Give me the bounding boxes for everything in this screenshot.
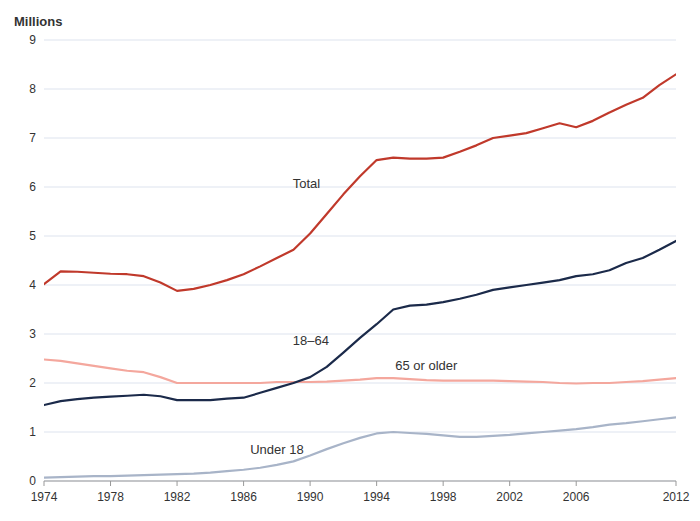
- x-tick: [110, 481, 111, 486]
- series-line: [44, 74, 676, 291]
- y-tick-label: 2: [29, 376, 36, 390]
- grid-line: [44, 40, 676, 41]
- series-line: [44, 359, 676, 383]
- x-tick-label: 1990: [297, 490, 324, 504]
- x-tick-label: 1978: [97, 490, 124, 504]
- x-tick: [310, 481, 311, 486]
- grid-line: [44, 285, 676, 286]
- x-tick: [243, 481, 244, 486]
- grid-line: [44, 334, 676, 335]
- x-tick-label: 2012: [663, 490, 690, 504]
- x-tick: [44, 481, 45, 486]
- grid-line: [44, 481, 676, 482]
- grid-line: [44, 89, 676, 90]
- lines: [44, 74, 676, 477]
- x-tick-label: 2006: [563, 490, 590, 504]
- x-tick: [576, 481, 577, 486]
- grid-line: [44, 138, 676, 139]
- x-tick: [376, 481, 377, 486]
- x-tick-label: 2002: [496, 490, 523, 504]
- y-grid: 0 1 2 3 4 5 6 7 8 9: [29, 33, 676, 488]
- y-tick-label: 7: [29, 131, 36, 145]
- y-tick-label: 6: [29, 180, 36, 194]
- x-axis-line: [44, 481, 676, 482]
- x-tick: [443, 481, 444, 486]
- y-tick-label: 8: [29, 82, 36, 96]
- y-tick-label: 9: [29, 33, 36, 47]
- y-tick-label: 3: [29, 327, 36, 341]
- line-label: 65 or older: [395, 358, 458, 373]
- line-labels: Total 18–64 65 or older Under 18: [250, 176, 458, 457]
- chart-container: 0 1 2 3 4 5 6 7 8 9 1974 1978 1982 1986 1990 1994 1998 20…: [0, 0, 700, 521]
- x-axis: 1974 1978 1982 1986 1990 1994 1998 2002 2006 2012: [31, 481, 690, 504]
- x-tick: [676, 481, 677, 486]
- line-label: 18–64: [293, 333, 329, 348]
- grid-line: [44, 236, 676, 237]
- y-tick-label: 5: [29, 229, 36, 243]
- x-tick-label: 1994: [363, 490, 390, 504]
- x-tick-label: 1974: [31, 490, 58, 504]
- y-tick-label: 1: [29, 425, 36, 439]
- x-tick: [509, 481, 510, 486]
- line-label: Under 18: [250, 442, 303, 457]
- series-line: [44, 417, 676, 477]
- series-line: [44, 241, 676, 405]
- x-tick-label: 1998: [430, 490, 457, 504]
- grid-line: [44, 187, 676, 188]
- x-tick-label: 1986: [230, 490, 257, 504]
- y-tick-label: 0: [29, 474, 36, 488]
- line-label: Total: [293, 176, 321, 191]
- x-tick-label: 1982: [164, 490, 191, 504]
- chart: 0 1 2 3 4 5 6 7 8 9 1974 1978 1982 1986 1990 1994 1998 20…: [0, 0, 700, 521]
- x-tick: [177, 481, 178, 486]
- y-tick-label: 4: [29, 278, 36, 292]
- y-axis-label: Millions: [14, 14, 62, 29]
- grid-line: [44, 432, 676, 433]
